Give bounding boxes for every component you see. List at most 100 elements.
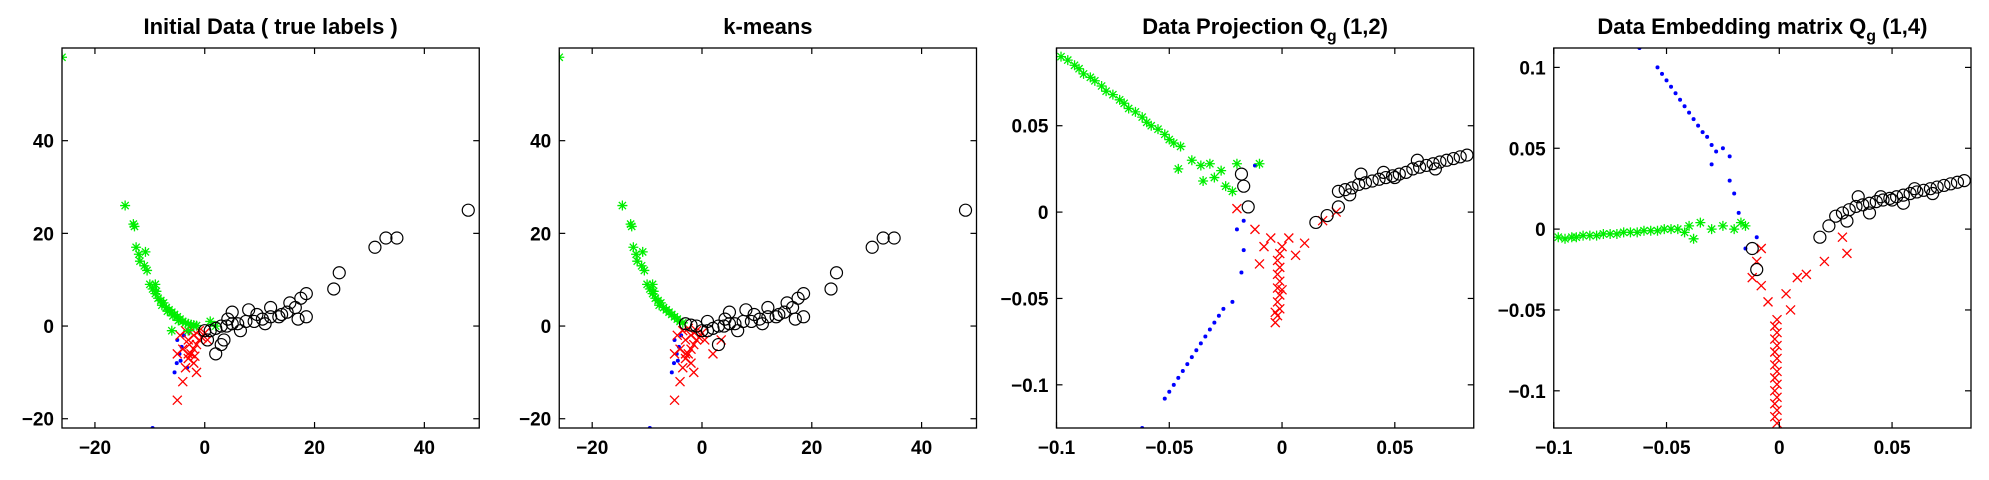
data-point-dot xyxy=(1176,375,1181,380)
data-point-star xyxy=(1195,160,1206,171)
x-tick-label: 0.05 xyxy=(1874,438,1911,459)
data-point-cross xyxy=(675,376,685,387)
data-point-circle xyxy=(1388,170,1402,185)
data-point-cross xyxy=(1274,248,1285,259)
data-point-star xyxy=(1056,51,1067,62)
data-point-dot xyxy=(1203,334,1208,339)
data-point-cross xyxy=(683,348,694,359)
data-point-cross xyxy=(172,395,183,406)
data-point-star xyxy=(1152,124,1163,135)
data-point-circle xyxy=(736,314,750,329)
x-tick-label: 40 xyxy=(414,438,435,459)
data-point-cross xyxy=(1792,272,1803,283)
x-tick-label: −0.1 xyxy=(1535,438,1573,459)
x-tick-label: −0.1 xyxy=(1038,438,1076,459)
data-point-star xyxy=(128,219,139,230)
data-point-circle xyxy=(1372,172,1386,186)
panel-title-main: k-means xyxy=(723,14,812,39)
data-point-dot xyxy=(1696,123,1701,128)
data-point-circle xyxy=(1896,188,1910,202)
data-point-star xyxy=(139,260,150,271)
data-point-cross xyxy=(708,348,718,359)
data-point-dot xyxy=(1180,369,1185,373)
data-point-circle xyxy=(1842,203,1856,217)
data-point-star xyxy=(1611,228,1622,239)
data-point-star xyxy=(1735,217,1746,228)
data-point-dot xyxy=(1754,235,1759,240)
data-point-star xyxy=(1096,81,1107,91)
panel-title-subscript: g xyxy=(1327,28,1337,45)
data-point-star xyxy=(644,283,655,294)
data-point-circle xyxy=(264,300,278,315)
data-point-cross xyxy=(1265,233,1276,243)
data-point-star xyxy=(1717,220,1728,231)
y-tick-label: 0 xyxy=(43,317,54,338)
data-point-star xyxy=(1672,224,1683,235)
data-point-dot xyxy=(1198,341,1203,346)
y-tick-label: 0.05 xyxy=(1509,139,1546,160)
x-tick-label: −0.05 xyxy=(1642,438,1691,459)
data-point-dot xyxy=(172,370,177,375)
data-point-circle xyxy=(1338,183,1352,197)
data-point-dot xyxy=(1736,210,1741,215)
data-point-circle xyxy=(711,337,726,352)
y-tick-label: −0.05 xyxy=(1000,289,1049,310)
data-point-star xyxy=(647,288,658,299)
y-tick-label: −20 xyxy=(22,410,54,431)
data-point-circle xyxy=(1385,169,1400,183)
data-point-circle xyxy=(239,314,253,329)
data-point-cross xyxy=(686,358,696,369)
data-point-cross xyxy=(1769,411,1780,422)
data-point-circle xyxy=(1835,206,1850,220)
data-point-circle xyxy=(684,318,698,332)
data-point-circle xyxy=(722,305,737,319)
data-point-cross xyxy=(1772,340,1782,351)
x-tick-label: 0.05 xyxy=(1376,438,1413,459)
x-tick-label: 20 xyxy=(801,438,822,459)
data-point-cross xyxy=(191,367,202,378)
x-tick-label: 0 xyxy=(199,438,210,459)
data-point-circle xyxy=(1950,175,1965,189)
data-point-dot xyxy=(1682,104,1687,109)
data-point-cross xyxy=(1841,248,1852,259)
data-point-dot xyxy=(1714,149,1719,154)
data-point-circle xyxy=(327,282,341,296)
data-point-circle xyxy=(214,337,228,352)
data-point-star xyxy=(1085,72,1096,83)
data-point-star xyxy=(180,317,191,328)
y-tick-label: 0.1 xyxy=(1519,58,1546,79)
data-point-circle xyxy=(769,310,783,324)
data-point-cross xyxy=(1747,272,1758,283)
data-point-cross xyxy=(688,339,699,350)
data-point-circle xyxy=(1406,162,1420,176)
data-point-star xyxy=(1740,220,1751,231)
data-point-cross xyxy=(1272,269,1283,280)
data-point-star xyxy=(617,200,628,211)
data-point-circle xyxy=(1813,230,1827,244)
data-point-star xyxy=(1684,220,1695,231)
data-point-star xyxy=(1666,224,1677,235)
data-point-cross xyxy=(1272,255,1283,266)
data-point-star xyxy=(147,283,158,294)
y-tick-label: 20 xyxy=(33,224,54,245)
data-point-circle xyxy=(1309,215,1323,230)
data-point-circle xyxy=(718,312,732,326)
axes-box xyxy=(1055,47,1475,429)
data-point-circle xyxy=(1399,165,1413,179)
data-point-dot xyxy=(1212,320,1217,325)
data-point-dot xyxy=(671,361,676,366)
data-point-circle xyxy=(280,305,294,319)
data-point-dot xyxy=(1185,362,1190,367)
panel-1: Initial Data ( true labels ) −20 0 20 40 −20 0… xyxy=(22,14,480,459)
data-point-dot xyxy=(1660,71,1665,76)
data-point-star xyxy=(1069,60,1080,71)
data-point-star xyxy=(1123,103,1134,114)
panel-3: Data Projection Qg (1,2) −0.1 −0.05 0 0.05 −0… xyxy=(1000,14,1475,459)
data-point-cross xyxy=(191,339,202,350)
data-point-circle xyxy=(1343,188,1357,202)
y-tick-label: 0.05 xyxy=(1012,117,1049,138)
data-point-dot xyxy=(1709,162,1714,167)
data-point-dot xyxy=(675,358,680,363)
data-point-star xyxy=(173,315,184,326)
panel-title: Data Projection Qg (1,2) xyxy=(1142,14,1388,45)
